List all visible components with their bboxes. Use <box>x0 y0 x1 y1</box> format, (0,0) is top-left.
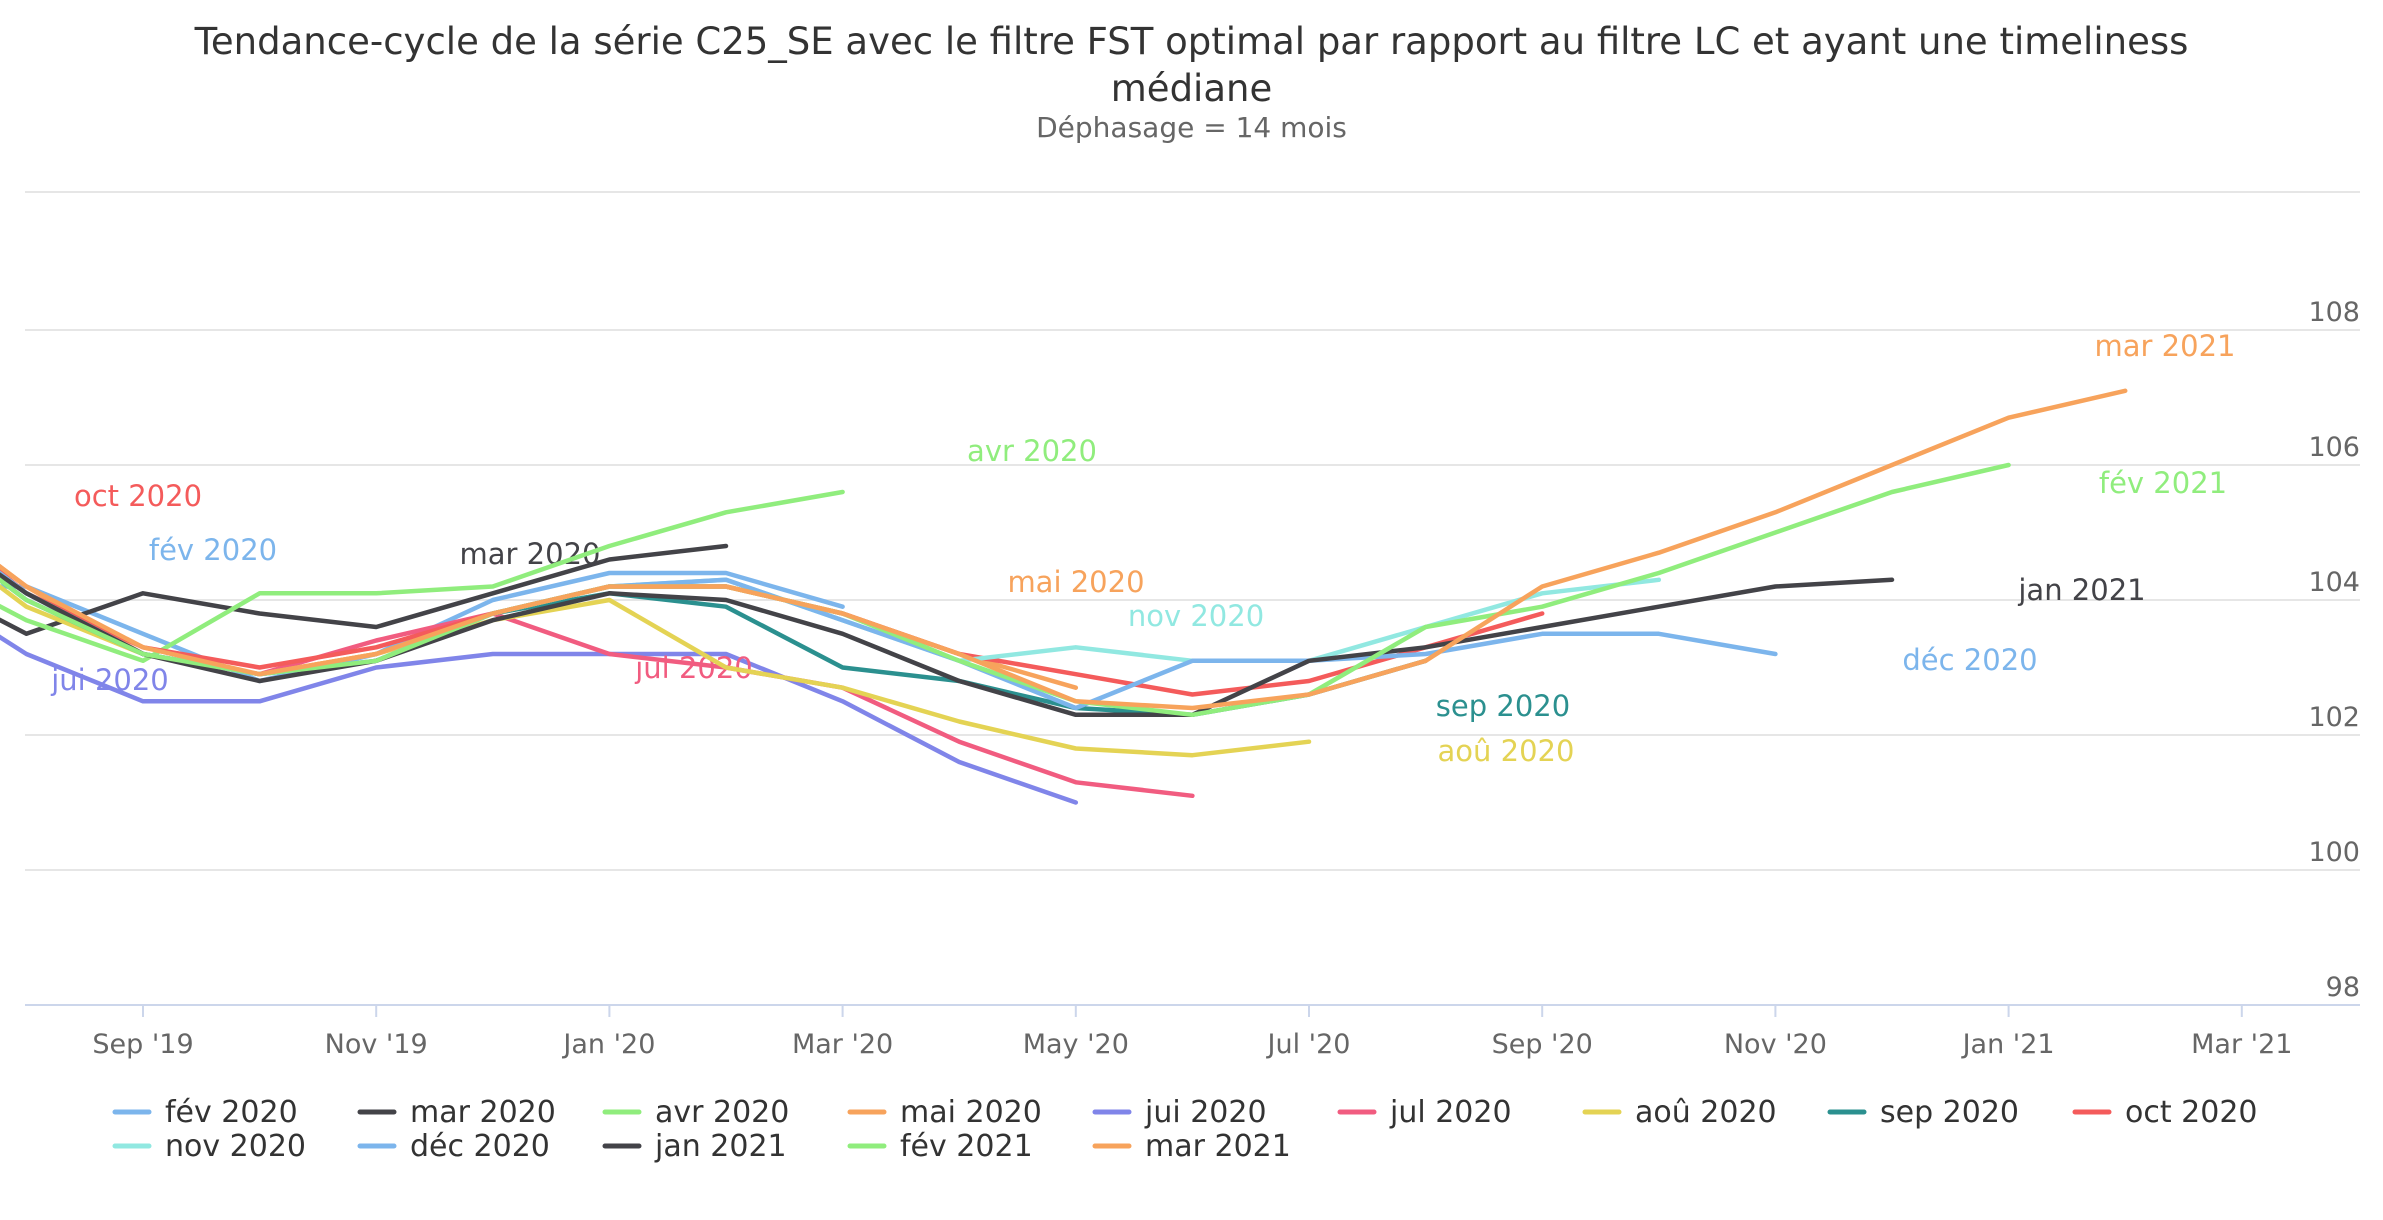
legend-item-label: nov 2020 <box>165 1129 306 1164</box>
x-tick-label: Jan '21 <box>1961 1029 2055 1060</box>
series-line-3 <box>0 489 845 664</box>
series-end-label: jui 2020 <box>50 663 169 697</box>
legend-item-label: avr 2020 <box>655 1095 789 1130</box>
y-tick-label: 102 <box>2308 702 2360 733</box>
legend-item-label: jui 2020 <box>1144 1095 1267 1130</box>
x-tick-label: Sep '19 <box>92 1029 193 1060</box>
x-tick-label: Jan '20 <box>561 1029 655 1060</box>
series-end-label: avr 2020 <box>967 434 1097 468</box>
x-tick-label: May '20 <box>1023 1029 1129 1060</box>
legend-item-label: mar 2021 <box>1145 1129 1291 1164</box>
legend-item-label: fév 2020 <box>165 1095 298 1130</box>
chart-subtitle: Déphasage = 14 mois <box>1036 111 1347 144</box>
x-tick-label: Jul '20 <box>1266 1029 1351 1060</box>
chart-title: Tendance-cycle de la série C25_SE avec l… <box>0 18 2383 112</box>
legend-item-label: jan 2021 <box>654 1129 787 1164</box>
y-tick-label: 106 <box>2308 432 2360 463</box>
legend-item-label: mar 2020 <box>410 1095 556 1130</box>
series-end-label: oct 2020 <box>74 479 202 513</box>
x-tick-label: Mar '20 <box>792 1029 893 1060</box>
legend-item-label: jul 2020 <box>1389 1095 1512 1130</box>
series-end-label: fév 2021 <box>2099 466 2227 500</box>
x-tick-label: Nov '19 <box>325 1029 428 1060</box>
y-tick-label: 98 <box>2326 972 2360 1003</box>
series-end-label: déc 2020 <box>1902 643 2037 677</box>
x-tick-label: Mar '21 <box>2191 1029 2292 1060</box>
x-tick-label: Nov '20 <box>1724 1029 1827 1060</box>
y-tick-label: 100 <box>2308 837 2360 868</box>
series-line-5 <box>0 634 1079 805</box>
series-end-label: mar 2020 <box>460 537 601 571</box>
y-tick-label: 108 <box>2308 297 2360 328</box>
legend-item-label: aoû 2020 <box>1635 1095 1777 1130</box>
series-end-label: sep 2020 <box>1436 689 1570 723</box>
series-end-label: nov 2020 <box>1128 599 1264 633</box>
legend-item-label: mai 2020 <box>900 1095 1042 1130</box>
series-end-label: mai 2020 <box>1007 565 1144 599</box>
series-line-12 <box>0 572 1895 718</box>
series-end-label: mar 2021 <box>2095 329 2236 363</box>
series-end-label: fév 2020 <box>149 533 277 567</box>
chart-title-text: Tendance-cycle de la série C25_SE avec l… <box>194 20 2189 110</box>
y-tick-label: 104 <box>2308 567 2360 598</box>
legend-item-label: sep 2020 <box>1880 1095 2019 1130</box>
legend-item-label: déc 2020 <box>410 1129 550 1164</box>
series-end-label: aoû 2020 <box>1438 734 1575 768</box>
legend-item-label: fév 2021 <box>900 1129 1033 1164</box>
series-end-label: jan 2021 <box>2017 573 2145 607</box>
x-tick-label: Sep '20 <box>1492 1029 1593 1060</box>
legend-item-label: oct 2020 <box>2125 1095 2258 1130</box>
series-line-14 <box>0 388 2128 711</box>
series-line-13 <box>0 462 2011 718</box>
